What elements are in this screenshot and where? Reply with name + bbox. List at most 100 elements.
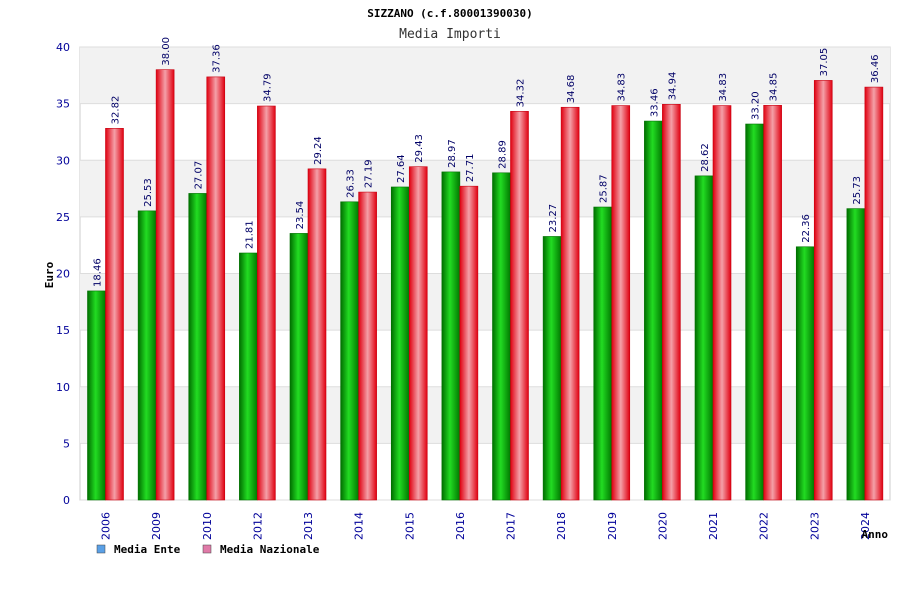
value-label-media-ente: 25.53 [143, 178, 154, 207]
bar-media-ente [846, 208, 866, 501]
y-tick-label: 0 [63, 494, 70, 507]
x-axis-label: Anno [862, 528, 889, 541]
x-tick-label: 2024 [859, 512, 872, 540]
y-axis-label: Euro [43, 261, 56, 288]
bar-media-ente [188, 193, 208, 501]
bar-media-ente [87, 290, 106, 501]
bar-media-nazionale [408, 166, 428, 501]
value-label-media-ente: 22.36 [801, 214, 812, 243]
value-label-media-ente: 33.20 [751, 91, 762, 120]
x-tick-label: 2020 [656, 512, 669, 540]
value-label-media-ente: 25.73 [852, 176, 863, 205]
legend-label-ente: Media Ente [114, 543, 181, 556]
value-label-media-nazionale: 34.83 [617, 73, 628, 102]
bar-media-nazionale [864, 86, 884, 501]
chart-subtitle: Media Importi [399, 27, 501, 42]
bar-media-nazionale [459, 185, 479, 501]
bar-media-nazionale [560, 106, 580, 501]
bar-media-ente [340, 201, 359, 501]
bar-media-ente [137, 210, 157, 501]
value-label-media-ente: 25.87 [599, 174, 610, 203]
bar-media-ente [795, 246, 815, 501]
bar-media-ente [239, 252, 258, 501]
value-label-media-nazionale: 27.71 [465, 154, 476, 183]
bar-media-nazionale [712, 105, 732, 501]
value-label-media-nazionale: 34.32 [516, 79, 527, 108]
value-label-media-nazionale: 29.43 [414, 134, 425, 163]
value-labels: 18.46 32.82 25.53 38.00 27.07 37.36 21.81 34.79… [93, 37, 881, 287]
value-label-media-ente: 26.33 [346, 169, 357, 198]
chart-title: SIZZANO (c.f.80001390030) [367, 7, 533, 20]
value-label-media-ente: 28.89 [498, 140, 509, 169]
value-label-media-ente: 27.07 [194, 161, 205, 190]
value-label-media-ente: 33.46 [649, 88, 660, 117]
x-tick-label: 2013 [302, 512, 315, 540]
value-label-media-ente: 21.81 [244, 220, 255, 249]
x-tick-label: 2021 [707, 512, 720, 540]
value-label-media-nazionale: 34.83 [718, 73, 729, 102]
y-tick-label: 5 [63, 437, 70, 450]
y-tick-label: 15 [56, 324, 70, 337]
x-tick-label: 2012 [251, 512, 264, 540]
bar-media-ente [542, 236, 562, 501]
y-axis-ticks: 0 5 10 15 20 25 30 35 40 [56, 41, 70, 507]
bar-media-nazionale [206, 76, 226, 501]
bar-media-nazionale [611, 105, 631, 501]
x-tick-label: 2018 [555, 512, 568, 540]
y-tick-label: 35 [56, 98, 70, 111]
value-label-media-nazionale: 37.36 [212, 44, 223, 73]
value-label-media-ente: 23.27 [548, 204, 559, 233]
y-tick-label: 25 [56, 211, 70, 224]
value-label-media-nazionale: 29.24 [313, 136, 324, 165]
bar-media-nazionale [307, 168, 327, 501]
x-tick-label: 2019 [606, 512, 619, 540]
legend-label-nazionale: Media Nazionale [220, 543, 320, 556]
x-tick-label: 2010 [201, 512, 214, 540]
value-label-media-nazionale: 32.82 [111, 96, 122, 125]
y-tick-label: 20 [56, 268, 70, 281]
value-label-media-nazionale: 34.79 [262, 73, 273, 102]
bar-media-nazionale [257, 105, 276, 501]
x-tick-label: 2015 [403, 512, 416, 540]
value-label-media-nazionale: 34.85 [769, 73, 780, 102]
bar-media-nazionale [105, 128, 124, 501]
bar-media-ente [492, 172, 511, 501]
value-label-media-ente: 28.97 [447, 139, 458, 168]
bar-media-nazionale [813, 80, 833, 501]
bars [87, 69, 884, 501]
x-tick-label: 2014 [353, 512, 366, 540]
x-tick-label: 2017 [505, 512, 518, 540]
y-tick-label: 30 [56, 154, 70, 167]
value-label-media-ente: 18.46 [93, 258, 104, 287]
bar-media-ente [644, 120, 663, 501]
bar-media-ente [745, 123, 764, 501]
bar-media-ente [441, 171, 461, 501]
bar-media-ente [694, 175, 714, 501]
bar-media-nazionale [358, 191, 377, 501]
value-label-media-nazionale: 38.00 [161, 37, 172, 66]
x-axis-ticks: 2006 2009 2010 2012 2013 2014 2015 2016 2017 2018… [100, 512, 872, 540]
bar-media-nazionale [510, 111, 529, 501]
value-label-media-nazionale: 34.68 [566, 75, 577, 104]
legend-swatch-nazionale [202, 544, 212, 554]
y-tick-label: 40 [56, 41, 70, 54]
value-label-media-ente: 28.62 [700, 143, 711, 172]
bar-media-ente [390, 186, 410, 501]
x-tick-label: 2009 [150, 512, 163, 540]
value-label-media-ente: 23.54 [295, 201, 306, 230]
x-tick-label: 2016 [454, 512, 467, 540]
legend-swatch-ente [96, 544, 106, 554]
bar-media-nazionale [662, 104, 681, 501]
y-tick-label: 10 [56, 381, 70, 394]
bar-media-ente [593, 206, 613, 501]
value-label-media-ente: 27.64 [396, 154, 407, 183]
value-label-media-nazionale: 27.19 [364, 159, 375, 188]
value-label-media-nazionale: 37.05 [819, 48, 830, 77]
bar-media-ente [289, 233, 309, 501]
value-label-media-nazionale: 34.94 [667, 72, 678, 101]
bar-media-nazionale [155, 69, 175, 501]
value-label-media-nazionale: 36.46 [870, 54, 881, 83]
x-tick-label: 2022 [758, 512, 771, 540]
legend: Media Ente Media Nazionale [96, 543, 320, 556]
